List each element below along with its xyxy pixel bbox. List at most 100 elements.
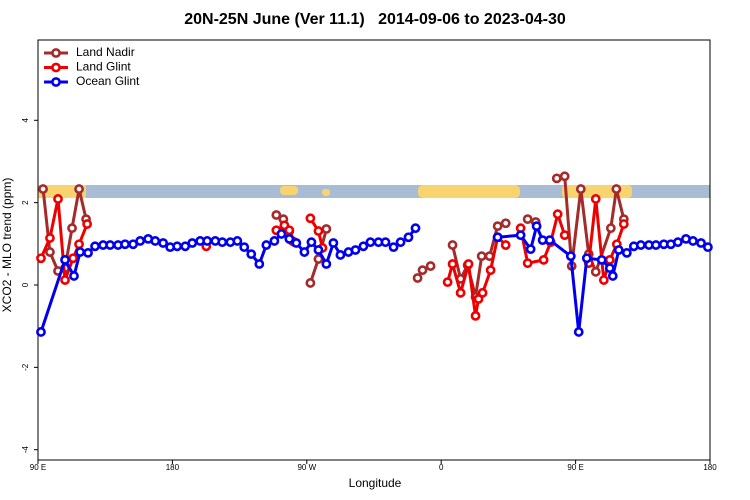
- data-point: [447, 240, 458, 250]
- data-point: [703, 242, 713, 253]
- data-point: [635, 240, 646, 250]
- data-point: [187, 238, 198, 248]
- data-point: [68, 253, 78, 264]
- data-point: [559, 230, 570, 241]
- data-point: [261, 240, 272, 250]
- x-tick-label: 90 W: [297, 463, 316, 472]
- data-point: [573, 327, 584, 337]
- data-point: [476, 251, 487, 262]
- data-point: [105, 240, 116, 250]
- data-point: [45, 233, 55, 243]
- data-point: [350, 245, 361, 255]
- data-point: [604, 254, 615, 265]
- data-point: [284, 233, 295, 244]
- data-point: [284, 225, 295, 236]
- data-point: [313, 226, 324, 236]
- data-point: [74, 184, 84, 194]
- data-point: [477, 287, 488, 298]
- data-point: [172, 241, 183, 252]
- data-point: [607, 271, 618, 281]
- land-strip: [322, 189, 330, 196]
- data-point: [531, 221, 542, 232]
- x-tick-label: 0: [439, 463, 444, 472]
- data-point: [618, 219, 629, 229]
- data-point: [306, 237, 317, 248]
- series: [36, 194, 629, 321]
- data-point: [36, 327, 46, 337]
- data-point: [328, 238, 339, 248]
- legend-label: Land Glint: [76, 60, 131, 74]
- data-point: [135, 236, 146, 246]
- data-point: [544, 235, 555, 246]
- land-strip: [38, 185, 86, 198]
- data-point: [365, 237, 376, 248]
- data-point: [538, 254, 549, 265]
- data-point: [45, 247, 55, 257]
- data-point: [551, 173, 562, 184]
- legend-marker: [51, 77, 61, 87]
- data-point: [276, 229, 287, 239]
- y-tick-label: -2: [21, 363, 30, 371]
- legend-label: Land Nadir: [76, 45, 135, 59]
- data-point: [590, 194, 601, 204]
- data-point: [299, 247, 310, 257]
- series: [38, 171, 629, 302]
- data-point: [425, 261, 436, 271]
- data-point: [621, 247, 632, 258]
- data-point: [60, 254, 70, 265]
- data-point: [470, 310, 481, 321]
- series: [36, 221, 713, 337]
- x-tick-label: 90 E: [30, 463, 46, 472]
- data-point: [613, 245, 624, 255]
- data-point: [36, 253, 46, 264]
- data-point: [447, 259, 458, 269]
- data-point: [485, 265, 496, 276]
- data-point: [522, 258, 533, 269]
- land-strip: [418, 185, 520, 198]
- data-point: [410, 223, 421, 234]
- data-point: [150, 236, 161, 246]
- data-point: [358, 241, 369, 252]
- x-tick-label: 180: [703, 463, 717, 472]
- data-point: [596, 254, 607, 265]
- y-axis-label: XCO2 - MLO trend (ppm): [0, 178, 14, 313]
- data-point: [672, 237, 683, 248]
- data-point: [291, 238, 302, 248]
- data-point: [120, 239, 130, 250]
- data-point: [565, 251, 576, 262]
- data-point: [552, 209, 563, 220]
- x-axis-label: Longitude: [349, 476, 402, 490]
- data-point: [395, 237, 406, 248]
- data-point: [271, 210, 282, 220]
- x-tick-label: 90 E: [567, 463, 583, 472]
- ocean-strip: [38, 185, 710, 198]
- data-point: [158, 238, 169, 248]
- data-point: [335, 250, 346, 260]
- data-point: [559, 171, 570, 182]
- legend-marker: [51, 62, 61, 73]
- data-point: [417, 265, 428, 276]
- data-point: [388, 242, 399, 253]
- chart-title: 20N-25N June (Ver 11.1) 2014-09-06 to 20…: [184, 11, 566, 28]
- data-point: [688, 236, 698, 246]
- data-point: [321, 259, 332, 269]
- data-point: [90, 241, 100, 252]
- data-point: [67, 223, 77, 234]
- data-point: [581, 253, 592, 264]
- data-point: [525, 244, 536, 255]
- data-point: [269, 236, 280, 246]
- data-point: [522, 214, 533, 225]
- data-point: [651, 240, 661, 250]
- map-strip: [38, 185, 710, 198]
- data-point: [246, 249, 257, 260]
- data-point: [492, 232, 503, 243]
- data-point: [500, 240, 511, 250]
- data-point: [590, 266, 601, 277]
- y-tick-label: 2: [21, 200, 30, 205]
- data-point: [611, 184, 622, 194]
- x-tick-label: 180: [166, 463, 180, 472]
- data-point: [74, 239, 84, 250]
- legend-marker: [51, 48, 61, 58]
